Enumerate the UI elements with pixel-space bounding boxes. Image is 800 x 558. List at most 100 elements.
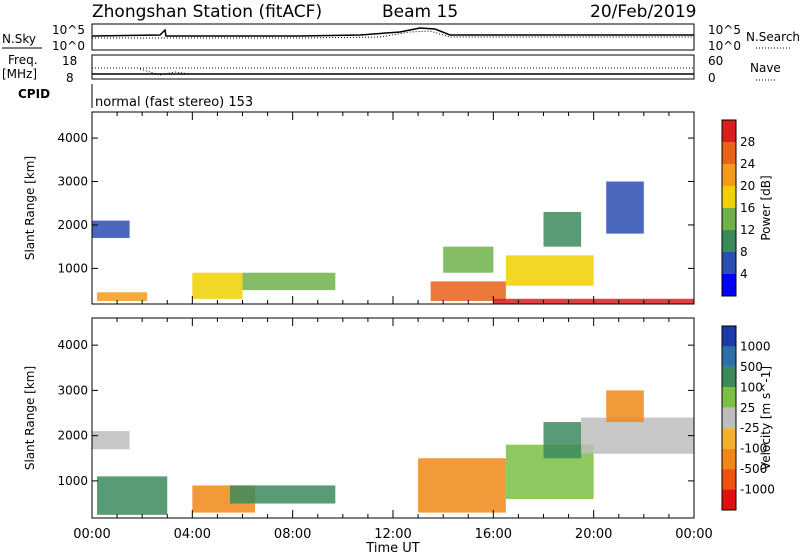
velocity-colorbar-label-5: -100 (740, 442, 767, 456)
power-x-ticks (91, 112, 695, 304)
power-colorbar-seg-1 (722, 142, 736, 164)
power-colorbar: 28 24 20 16 12 8 4 (721, 119, 755, 297)
velocity-ytick-label-3: 4000 (57, 338, 88, 352)
velocity-colorbar-seg-5 (722, 428, 736, 449)
velocity-region-4 (418, 458, 506, 513)
power-ytick-label-3: 4000 (57, 131, 88, 145)
velocity-colorbar-label-6: -500 (740, 462, 767, 476)
power-region-2 (192, 272, 243, 299)
power-region-5 (443, 246, 494, 273)
velocity-y-ticks: 1000 2000 3000 4000 (57, 338, 694, 488)
power-ytick-label-1: 2000 (57, 218, 88, 232)
power-ytick-label-0: 1000 (57, 261, 88, 275)
velocity-region-6 (543, 422, 582, 459)
noise-sky-line (91, 27, 694, 37)
velocity-ytick-label-0: 1000 (57, 474, 88, 488)
noise-left-tick-top: 10^5 (52, 23, 85, 37)
nave-dip (139, 68, 191, 76)
power-colorbar-label-1: 24 (740, 157, 755, 171)
velocity-colorbar-label-3: 25 (740, 401, 755, 415)
time-tick-label-0: 00:00 (73, 527, 110, 542)
power-colorbar-label-4: 12 (740, 223, 755, 237)
power-ylabel: Slant Range [km] (23, 156, 37, 260)
power-colorbar-label-0: 28 (740, 135, 755, 149)
freq-tick-bottom: 8 (66, 71, 74, 85)
noise-right-tick-bottom: 10^0 (708, 39, 741, 53)
power-heatmap-panel: 1000 2000 3000 4000 Slant Range [km] 28 24 20… (23, 111, 773, 305)
time-tick-label-6: 00:00 (675, 527, 712, 542)
freq-panel-frame (91, 54, 695, 80)
time-tick-label-4: 16:00 (475, 527, 512, 542)
nave-tick-bottom: 0 (708, 71, 716, 85)
velocity-colorbar-label-2: 100 (740, 380, 763, 394)
noise-search-line (92, 30, 694, 39)
velocity-colorbar-seg-7 (722, 469, 736, 490)
noise-panel: N.Sky 10^5 10^0 10^5 10^0 N.Search (2, 23, 800, 53)
power-region-8 (606, 181, 644, 234)
cpid-text: normal (fast stereo) 153 (95, 95, 253, 110)
noise-right-tick-top: 10^5 (708, 23, 741, 37)
freq-tick-top: 18 (62, 54, 77, 68)
beam-title: Beam 15 (382, 2, 458, 22)
velocity-colorbar-seg-2 (722, 366, 736, 388)
power-region-4 (430, 281, 506, 301)
time-tick-label-2: 08:00 (274, 527, 311, 542)
velocity-heatmap-panel: 1000 2000 3000 4000 Slant Range [km] 1000 50… (23, 317, 775, 519)
power-colorbar-seg-3 (722, 186, 736, 208)
velocity-colorbar-label-7: -1000 (740, 483, 775, 497)
velocity-region-3 (229, 485, 336, 504)
power-colorbar-label-3: 16 (740, 201, 755, 215)
velocity-region-8 (606, 390, 644, 423)
velocity-ytick-label-1: 2000 (57, 429, 88, 443)
power-colorbar-seg-2 (722, 164, 736, 186)
nave-tick-top: 60 (708, 54, 723, 68)
velocity-colorbar-seg-6 (722, 448, 736, 470)
power-colorbar-label-6: 4 (740, 267, 748, 281)
time-tick-label-3: 12:00 (374, 527, 411, 542)
velocity-marks (92, 390, 694, 515)
freq-label-line2: [MHz] (2, 67, 37, 81)
cpid-panel: CPID normal (fast stereo) 153 (18, 84, 253, 110)
freq-label-line1: Freq. (8, 53, 38, 67)
velocity-ytick-label-2: 3000 (57, 383, 88, 397)
power-colorbar-seg-5 (722, 230, 736, 252)
velocity-colorbar-seg-8 (722, 489, 736, 510)
power-ytick-label-2: 3000 (57, 175, 88, 189)
freq-panel: Freq. [MHz] 18 8 60 0 Nave (2, 53, 781, 85)
velocity-colorbar-label-1: 500 (740, 360, 763, 374)
power-colorbar-seg-4 (722, 208, 736, 230)
velocity-colorbar-seg-4 (722, 407, 736, 429)
velocity-region-0 (92, 431, 130, 450)
velocity-ylabel: Slant Range [km] (23, 366, 37, 470)
noise-left-label: N.Sky (2, 32, 36, 46)
power-colorbar-label-5: 8 (740, 245, 748, 259)
velocity-colorbar-label-4: -25 (740, 421, 760, 435)
velocity-colorbar-seg-1 (722, 346, 736, 367)
nave-label: Nave (750, 61, 781, 75)
power-region-1 (97, 292, 148, 301)
velocity-colorbar-label-0: 1000 (740, 339, 771, 353)
time-tick-label-1: 04:00 (174, 527, 211, 542)
noise-left-tick-bottom: 10^0 (52, 39, 85, 53)
power-region-6 (505, 255, 594, 286)
power-colorbar-label-2: 20 (740, 179, 755, 193)
power-colorbar-seg-0 (722, 120, 736, 142)
velocity-colorbar-label: Velocity [m s^-1] (759, 366, 773, 470)
power-region-0 (92, 220, 130, 238)
velocity-colorbar-seg-3 (722, 387, 736, 408)
cpid-label: CPID (18, 87, 50, 101)
power-colorbar-frame (721, 119, 737, 297)
power-y-ticks: 1000 2000 3000 4000 (57, 131, 694, 275)
time-tick-label-5: 20:00 (575, 527, 612, 542)
velocity-x-ticks (91, 318, 695, 518)
power-colorbar-seg-6 (722, 252, 736, 274)
noise-right-label: N.Search (746, 30, 800, 44)
power-region-3 (242, 272, 336, 291)
date-title: 20/Feb/2019 (590, 2, 696, 22)
time-axis-title: Time UT (365, 541, 419, 554)
velocity-colorbar-seg-0 (722, 326, 736, 347)
power-colorbar-seg-7 (722, 274, 736, 296)
velocity-colorbar: 1000 500 100 25 -25 -100 -500 -1000 (721, 325, 775, 511)
time-axis-labels: 00:00 04:00 08:00 12:00 16:00 20:00 00:00 (73, 527, 712, 542)
